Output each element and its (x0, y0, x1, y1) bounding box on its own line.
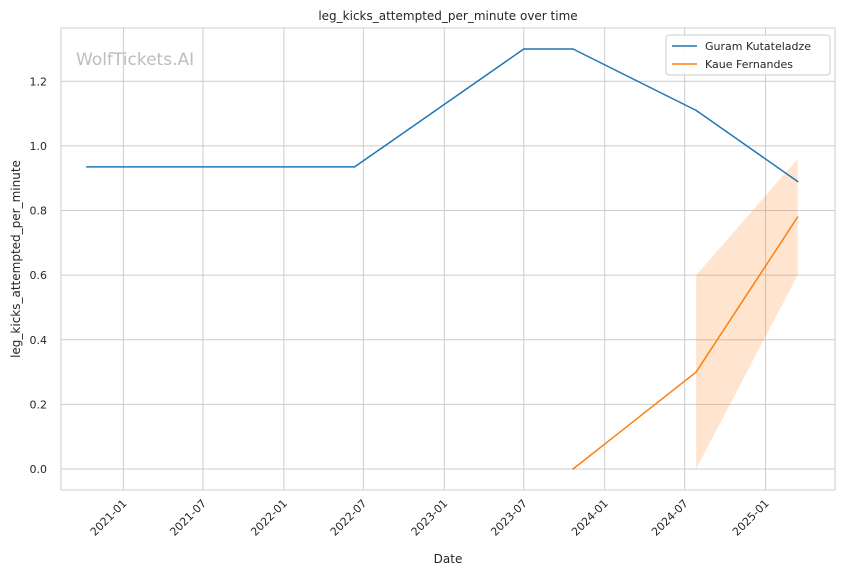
y-tick-label: 1.0 (30, 140, 48, 153)
watermark: WolfTickets.AI (76, 50, 194, 70)
data-point-guram-kutateladze (796, 180, 799, 183)
data-point-kaue-fernandes (572, 468, 574, 470)
series-lines (86, 48, 799, 470)
y-tick-label: 0.4 (30, 334, 48, 347)
y-tick-label: 0.6 (30, 269, 48, 282)
y-tick-label: 1.2 (30, 75, 48, 88)
legend-box (665, 34, 831, 76)
legend: Guram Kutateladze Kaue Fernandes (665, 34, 831, 76)
data-point-guram-kutateladze (523, 48, 525, 50)
x-axis-label: Date (434, 552, 463, 566)
y-axis-ticks: 0.0 0.2 0.4 0.6 0.8 1.0 1.2 (30, 75, 48, 476)
confidence-bands (696, 158, 798, 469)
data-point-kaue-fernandes (695, 371, 697, 373)
legend-label-guram-kutateladze: Guram Kutateladze (705, 40, 811, 53)
data-point-guram-kutateladze (695, 109, 697, 112)
band-kaue-fernandes (696, 158, 798, 469)
legend-label-kaue-fernandes: Kaue Fernandes (705, 58, 793, 71)
y-axis-label: leg_kicks_attempted_per_minute (9, 160, 23, 358)
chart-title: leg_kicks_attempted_per_minute over time (318, 9, 577, 23)
y-tick-label: 0.0 (30, 463, 48, 476)
y-tick-label: 0.2 (30, 398, 48, 411)
series-line-guram-kutateladze (86, 48, 799, 183)
data-point-kaue-fernandes (796, 216, 799, 218)
data-point-guram-kutateladze (86, 166, 88, 168)
data-point-guram-kutateladze (353, 166, 356, 168)
y-tick-label: 0.8 (30, 205, 48, 218)
plot-frame (60, 27, 836, 491)
data-point-guram-kutateladze (572, 48, 574, 50)
